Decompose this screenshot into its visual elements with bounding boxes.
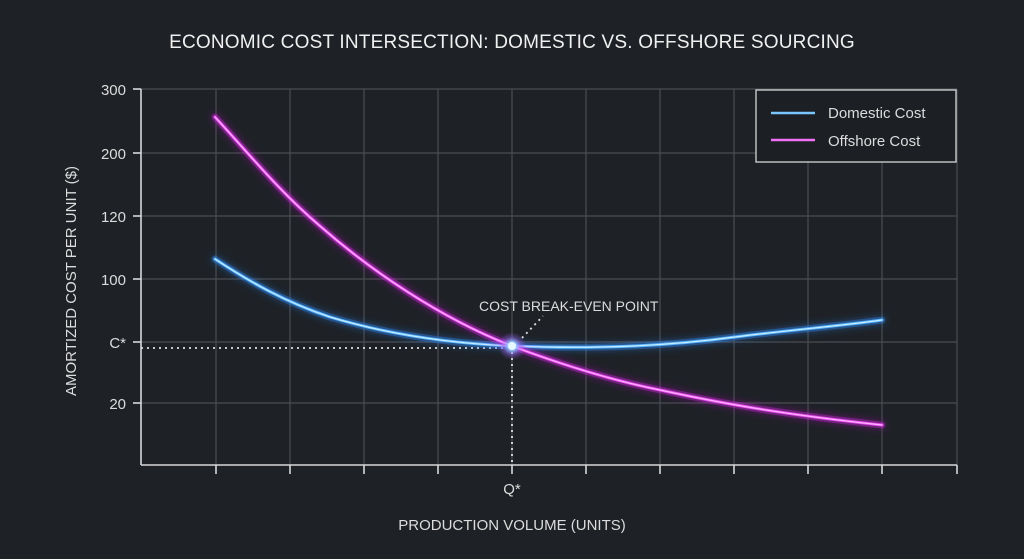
y-tick-label: 300: [101, 82, 126, 99]
break-even-point-marker: [498, 332, 526, 360]
y-tick-label: 100: [101, 272, 126, 289]
legend-item-offshore: Offshore Cost: [771, 133, 921, 150]
legend: Domestic Cost Offshore Cost: [755, 89, 957, 163]
y-tick-label: 20: [109, 396, 126, 413]
x-tick-label-qstar: Q*: [503, 481, 521, 498]
chart-title: ECONOMIC COST INTERSECTION: DOMESTIC VS.…: [169, 32, 855, 53]
y-tick-labels: 300 200 120 100 C* 20: [101, 82, 126, 413]
y-tick-label: 200: [101, 146, 126, 163]
y-tick-label: C*: [109, 335, 126, 352]
legend-label-offshore: Offshore Cost: [828, 133, 921, 150]
y-tick-label: 120: [101, 209, 126, 226]
grid: [141, 88, 958, 465]
legend-item-domestic: Domestic Cost: [771, 105, 926, 122]
y-axis-label: AMORTIZED COST PER UNIT ($): [63, 166, 80, 396]
legend-label-domestic: Domestic Cost: [828, 105, 926, 122]
break-even-guides: [141, 315, 544, 465]
axes: [133, 88, 958, 474]
break-even-annotation: COST BREAK-EVEN POINT: [479, 298, 659, 314]
series-offshore-cost: [211, 113, 886, 429]
x-axis-label: PRODUCTION VOLUME (UNITS): [398, 517, 626, 534]
